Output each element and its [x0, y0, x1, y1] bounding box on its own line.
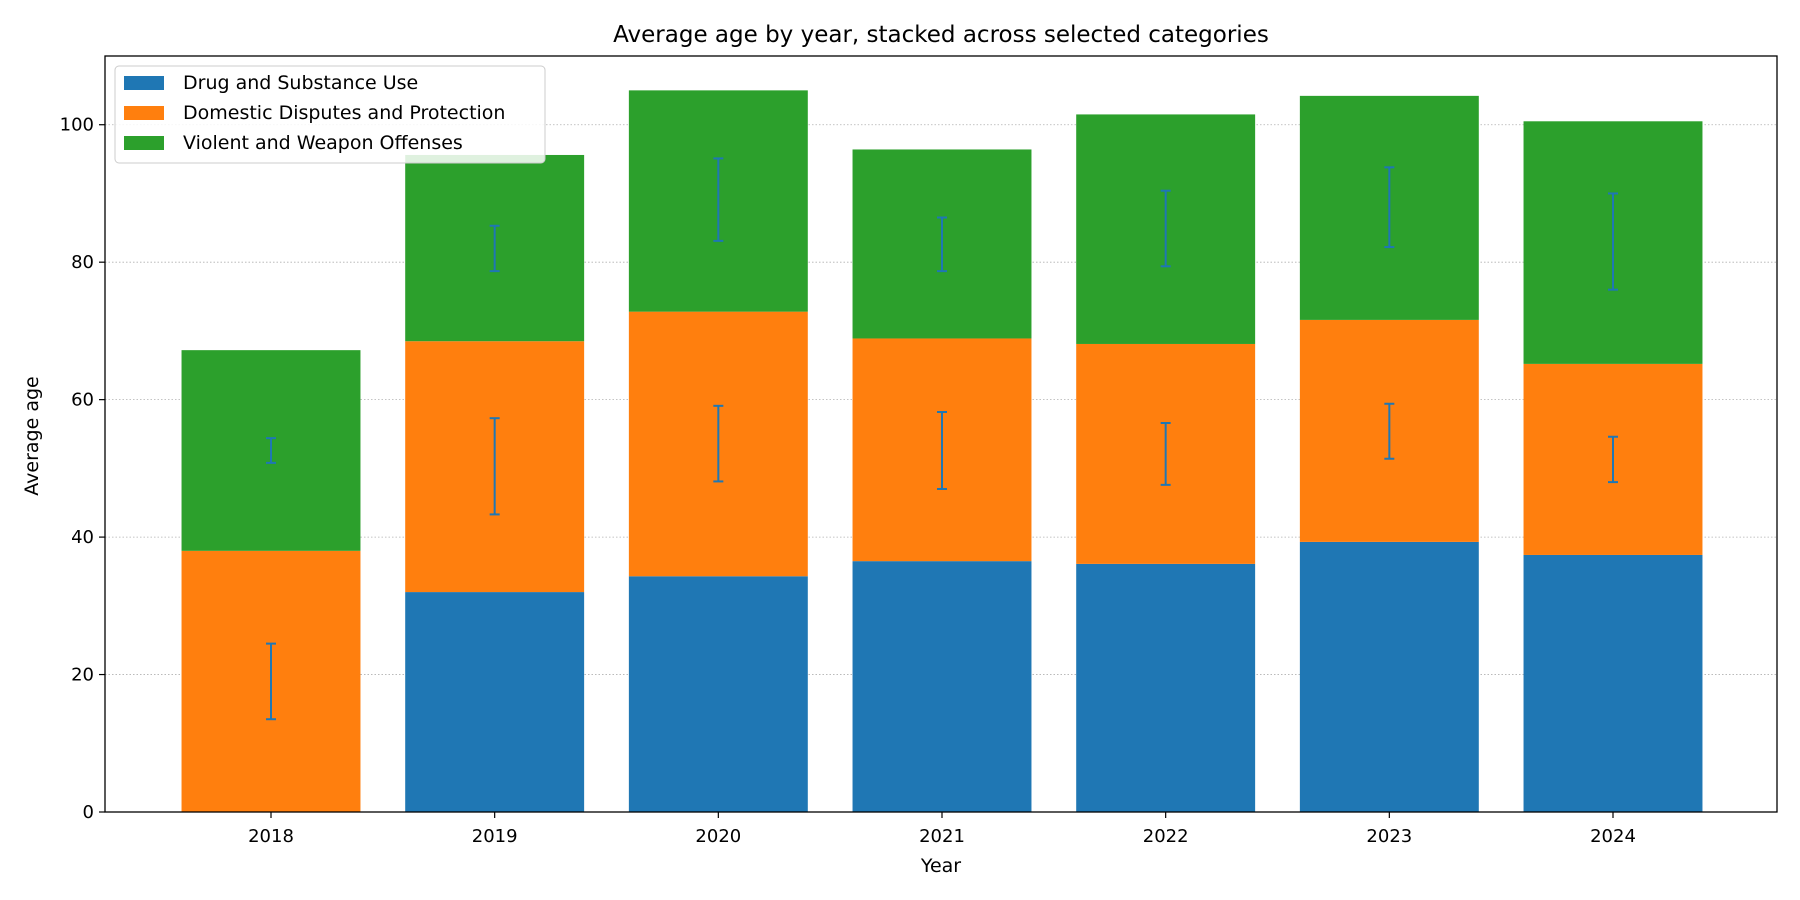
error-bar — [1384, 402, 1395, 460]
legend-item: Domestic Disputes and Protection — [124, 102, 505, 124]
bar-segment — [405, 592, 585, 812]
x-axis-title: Year — [920, 855, 961, 877]
x-tick-label: 2020 — [695, 826, 741, 847]
bar-segment — [852, 561, 1032, 812]
y-axis-title: Average age — [21, 376, 43, 495]
legend-label: Drug and Substance Use — [183, 72, 418, 94]
error-bar — [1608, 435, 1618, 484]
y-tick-label: 20 — [71, 665, 94, 686]
y-tick-label: 0 — [83, 802, 94, 823]
legend-swatch — [124, 76, 164, 90]
plot-frame — [104, 55, 1778, 813]
bar-segment — [1076, 563, 1256, 812]
error-bars — [266, 157, 1618, 721]
bar-segment — [1299, 541, 1479, 812]
legend-label: Violent and Weapon Offenses — [183, 132, 463, 154]
error-bar — [713, 157, 724, 242]
error-bar — [266, 437, 276, 464]
x-tick-label: 2018 — [248, 826, 294, 847]
y-tick-label: 100 — [60, 115, 94, 136]
x-tick-label: 2023 — [1366, 826, 1412, 847]
legend-swatch — [124, 106, 164, 120]
error-bar — [266, 642, 276, 721]
error-bar — [713, 404, 724, 483]
axes: 0 20 40 60 80 100 2018 2019 2020 2021 2022 2023 2024 — [60, 55, 1778, 847]
error-bar — [489, 417, 500, 516]
x-tick-label: 2021 — [919, 826, 965, 847]
y-tick-label: 60 — [71, 390, 94, 411]
error-bar — [937, 411, 947, 490]
error-bar — [489, 224, 500, 273]
error-bar — [1160, 189, 1171, 268]
legend-label: Domestic Disputes and Protection — [183, 102, 505, 124]
error-bar — [937, 216, 947, 273]
x-tick-label: 2022 — [1143, 826, 1189, 847]
legend-item: Violent and Weapon Offenses — [124, 132, 463, 154]
grid-lines — [105, 124, 1777, 675]
x-tick-label: 2019 — [472, 826, 518, 847]
bar-segment — [628, 576, 808, 812]
legend-item: Drug and Substance Use — [124, 72, 418, 94]
x-tick-label: 2024 — [1590, 826, 1636, 847]
legend: Drug and Substance Use Domestic Disputes … — [114, 65, 546, 164]
error-bar — [1608, 192, 1618, 291]
error-bar — [1384, 166, 1395, 249]
bar-segment — [1523, 554, 1703, 812]
legend-swatch — [124, 136, 164, 150]
y-tick-label: 80 — [71, 252, 94, 273]
chart-title: Average age by year, stacked across sele… — [613, 22, 1269, 48]
legend-frame — [114, 65, 546, 164]
error-bar — [1160, 422, 1171, 486]
y-tick-label: 40 — [71, 527, 94, 548]
